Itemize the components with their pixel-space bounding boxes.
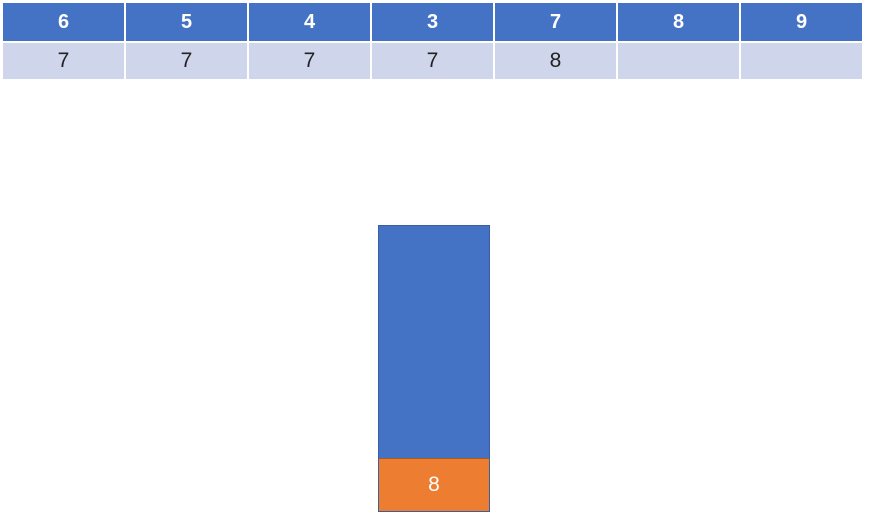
value-cell xyxy=(618,43,739,79)
header-cell: 9 xyxy=(741,3,862,41)
header-cell: 8 xyxy=(618,3,739,41)
value-cell: 7 xyxy=(126,43,247,79)
header-cell: 7 xyxy=(495,3,616,41)
value-cell: 8 xyxy=(495,43,616,79)
stack-empty-space xyxy=(379,226,489,458)
stack-item: 8 xyxy=(379,458,489,511)
stack-container: 8 xyxy=(378,225,490,512)
header-cell: 3 xyxy=(372,3,493,41)
value-cell: 7 xyxy=(372,43,493,79)
value-cell: 7 xyxy=(3,43,124,79)
value-cell: 7 xyxy=(249,43,370,79)
array-table: 6 5 4 3 7 8 9 7 7 7 7 8 xyxy=(3,3,862,79)
header-cell: 4 xyxy=(249,3,370,41)
value-cell xyxy=(741,43,862,79)
header-cell: 5 xyxy=(126,3,247,41)
header-cell: 6 xyxy=(3,3,124,41)
